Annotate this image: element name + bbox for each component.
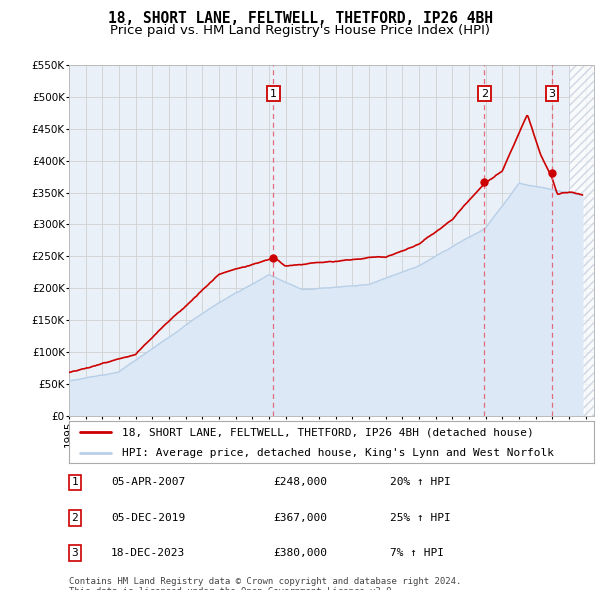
Polygon shape <box>569 65 594 416</box>
Text: 1: 1 <box>71 477 79 487</box>
Text: £248,000: £248,000 <box>273 477 327 487</box>
Text: 25% ↑ HPI: 25% ↑ HPI <box>390 513 451 523</box>
Text: 2: 2 <box>481 88 488 99</box>
Text: £367,000: £367,000 <box>273 513 327 523</box>
Text: Price paid vs. HM Land Registry's House Price Index (HPI): Price paid vs. HM Land Registry's House … <box>110 24 490 37</box>
Text: 20% ↑ HPI: 20% ↑ HPI <box>390 477 451 487</box>
Text: 18-DEC-2023: 18-DEC-2023 <box>111 548 185 558</box>
Text: £380,000: £380,000 <box>273 548 327 558</box>
Text: 2: 2 <box>71 513 79 523</box>
Text: 18, SHORT LANE, FELTWELL, THETFORD, IP26 4BH (detached house): 18, SHORT LANE, FELTWELL, THETFORD, IP26… <box>121 427 533 437</box>
Text: 7% ↑ HPI: 7% ↑ HPI <box>390 548 444 558</box>
Text: HPI: Average price, detached house, King's Lynn and West Norfolk: HPI: Average price, detached house, King… <box>121 448 554 457</box>
Text: 05-APR-2007: 05-APR-2007 <box>111 477 185 487</box>
Text: 3: 3 <box>71 548 79 558</box>
Text: 1: 1 <box>270 88 277 99</box>
Text: Contains HM Land Registry data © Crown copyright and database right 2024.
This d: Contains HM Land Registry data © Crown c… <box>69 577 461 590</box>
Text: 18, SHORT LANE, FELTWELL, THETFORD, IP26 4BH: 18, SHORT LANE, FELTWELL, THETFORD, IP26… <box>107 11 493 25</box>
Text: 05-DEC-2019: 05-DEC-2019 <box>111 513 185 523</box>
Text: 3: 3 <box>548 88 556 99</box>
